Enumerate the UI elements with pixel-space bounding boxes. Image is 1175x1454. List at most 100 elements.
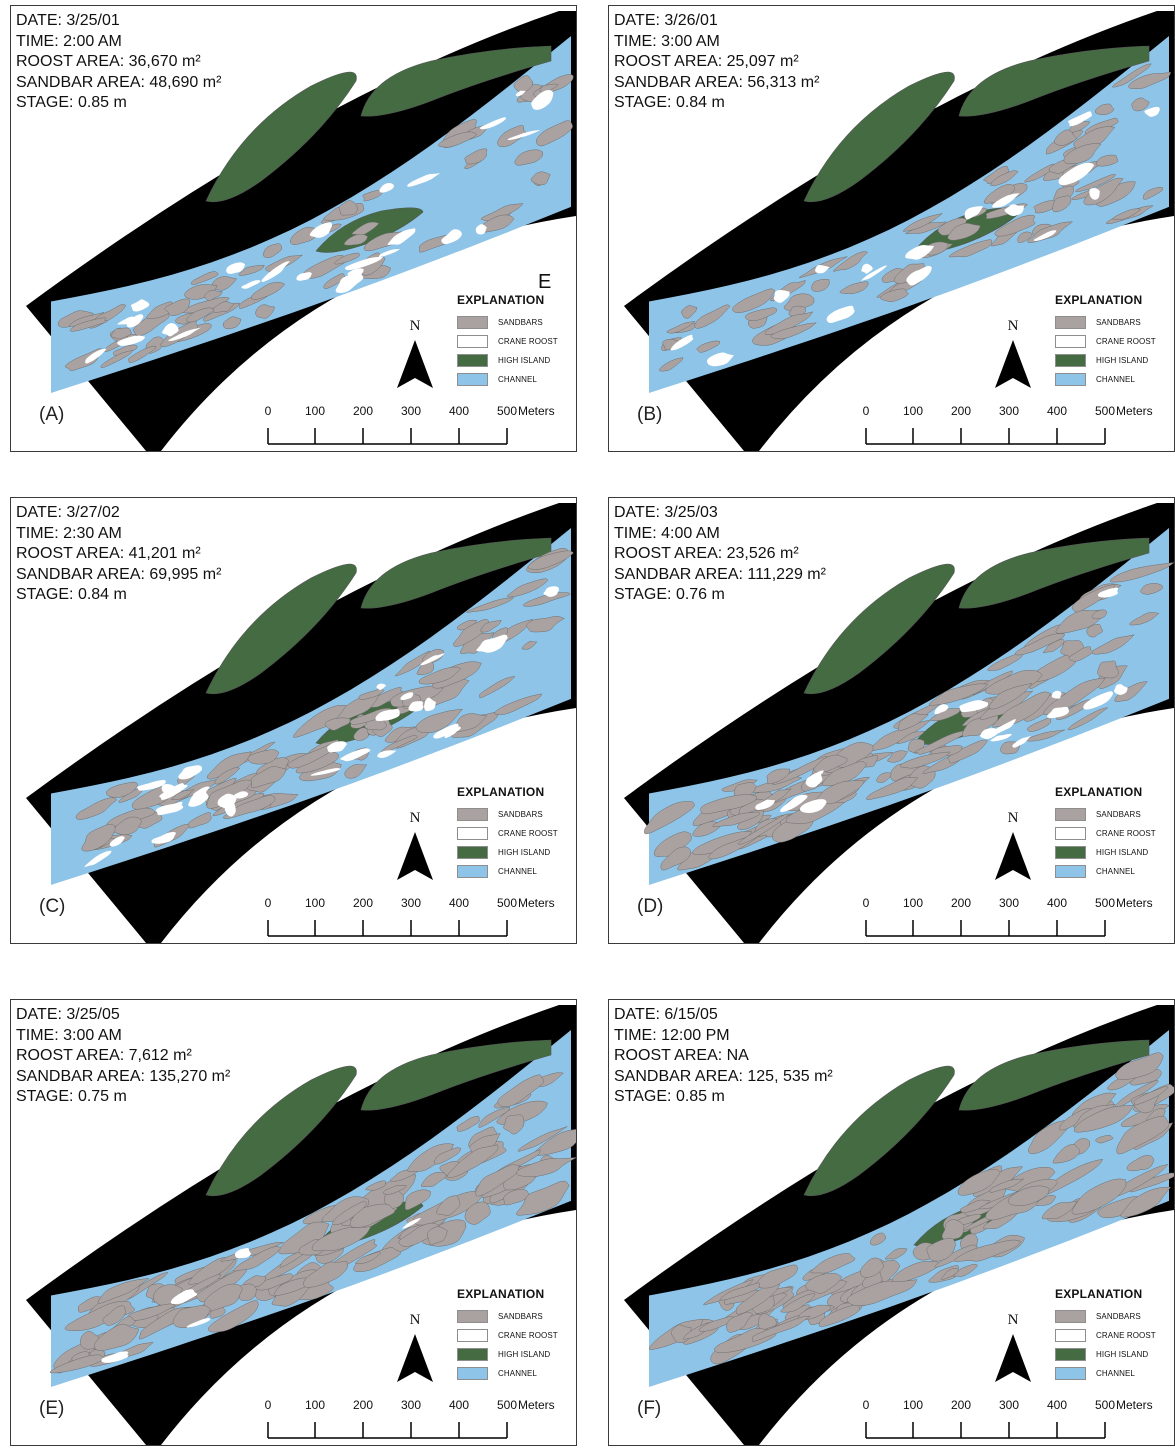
crane-roost [85,348,107,364]
crane-roost [136,779,167,791]
sandbar [187,812,212,829]
crane-roost [335,272,364,294]
legend-label: SANDBARS [1096,810,1141,819]
crane-roost [126,314,144,328]
sandbar [987,653,1024,671]
crane-roost [420,653,445,666]
high-island [360,45,552,117]
survey-date: DATE: 3/25/05 [16,1006,120,1023]
sandbar [516,1157,576,1178]
sandbar [324,717,351,731]
sandbar [1041,1200,1078,1220]
sandbar [1142,186,1164,200]
legend-swatch [457,808,488,821]
crane-roost [233,791,249,799]
sandbar [1120,1186,1172,1218]
crane-roost [1089,188,1100,200]
sandbar [311,1226,372,1252]
river-stage: STAGE: 0.76 m [614,586,725,604]
sandbar [1091,609,1108,620]
roost-area: ROOST AREA: 36,670 m² [16,53,201,71]
crane-roost [327,741,347,753]
sandbar [75,797,118,820]
corner-letter: E [538,271,552,293]
crane-roost [309,222,333,238]
sandbar [102,1305,126,1326]
crane-roost [934,704,949,715]
map-panel: DATE: 3/25/03 TIME: 4:00 AM ROOST AREA: 23… [608,497,1175,944]
legend-label: CRANE ROOST [1096,829,1156,838]
sandbar [737,813,790,845]
legend-label: CHANNEL [498,867,537,876]
sandbar [97,1278,150,1304]
scale-units: Meters [518,404,555,418]
high-island [803,71,955,203]
legend-swatch [1055,316,1086,329]
map-panel: DATE: 3/25/05 TIME: 3:00 AM ROOST AREA: 7,… [10,999,577,1446]
river-map [624,1005,1174,1445]
sandbar [780,1293,815,1313]
crane-roost [780,794,808,813]
scale-tick-label: 100 [304,404,326,418]
river-map [26,503,576,943]
crane-roost [170,1289,198,1305]
sandbar [1114,681,1148,703]
crane-roost [186,1317,211,1328]
sandbar [926,1237,956,1262]
crane-roost [159,783,188,801]
north-arrow-icon: N [395,810,435,880]
sandbar [404,1189,431,1211]
sandbar [1127,1172,1174,1193]
survey-info: DATE: 3/26/01 TIME: 3:00 AM ROOST AREA: 25… [614,11,819,114]
sandbar [204,289,223,301]
scale-tick-label: 500 [496,404,518,418]
sandbar [431,661,482,689]
scale-tick-label: 200 [950,1398,972,1412]
sandbar [480,203,524,222]
sandbar [526,616,565,633]
sandbar [928,683,989,706]
scale-tick-label: 200 [352,1398,374,1412]
crane-roost [151,831,176,844]
sandbar [247,749,280,765]
crane-roost [1067,111,1093,127]
sandbar [438,131,477,148]
sandbar [821,761,868,787]
legend-item: SANDBARS [451,313,558,332]
legend-label: CHANNEL [498,375,537,384]
survey-date: DATE: 3/25/03 [614,504,718,521]
legend-item: SANDBARS [451,805,558,824]
sandbar [238,264,265,276]
sandbar [1112,63,1152,88]
legend-item: CRANE ROOST [451,1326,558,1345]
scale-tick-label: 100 [304,1398,326,1412]
roost-area: ROOST AREA: 25,097 m² [614,53,799,71]
crane-roost [377,750,397,758]
crane-roost [261,261,290,282]
legend-swatch [1055,335,1086,348]
crane-roost [192,786,210,798]
legend-label: HIGH ISLAND [498,356,551,365]
crane-roost [84,850,112,867]
panel-label: (F) [637,1398,662,1419]
scale-tick-label: 500 [1094,1398,1116,1412]
sandbar [186,307,214,323]
legend-item: CRANE ROOST [1049,1326,1156,1345]
sandbar [421,1172,447,1188]
sandbar [255,304,275,319]
legend-item: SANDBARS [1049,313,1156,332]
legend-item: CHANNEL [1049,1364,1156,1383]
sandbar [513,75,534,93]
legend-label: HIGH ISLAND [1096,356,1149,365]
sandbar [214,767,241,785]
crane-roost [402,1218,422,1229]
sandbar [351,221,380,236]
sandbar [521,640,538,650]
scale-tick-label: 200 [950,404,972,418]
north-arrow-path [995,832,1031,880]
legend-item: HIGH ISLAND [451,1345,558,1364]
north-label: N [409,810,421,826]
sandbar [81,823,116,852]
legend-swatch [457,846,488,859]
sandbar [478,1106,510,1128]
